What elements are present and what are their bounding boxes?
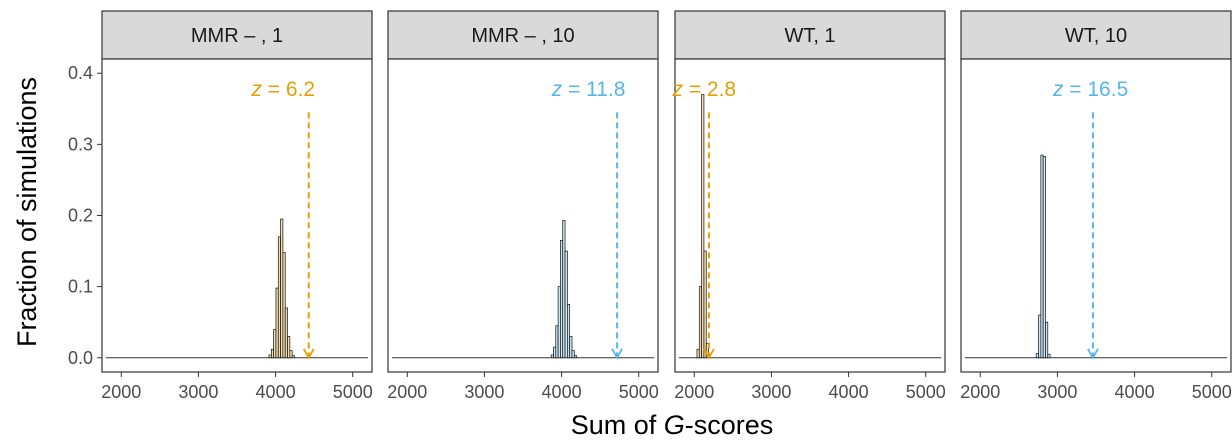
x-tick-label: 5000 (619, 382, 659, 402)
histogram-bar (1042, 156, 1046, 359)
panel-border (960, 58, 1232, 373)
x-tick-label: 2000 (960, 382, 1000, 402)
z-score-label: z = 2.8 (671, 78, 736, 101)
facet-strip (960, 10, 1232, 60)
histogram-bar (705, 343, 709, 359)
histogram-bar (567, 304, 571, 359)
histogram-bar (289, 350, 293, 359)
z-symbol: z (671, 78, 683, 101)
x-tick-label: 3000 (464, 382, 504, 402)
facet-panel: MMR – , 10 z = 11.8 2000 3000 4000 5000 (387, 10, 659, 402)
y-tick-label: 0.4 (68, 63, 93, 83)
z-symbol: z (551, 78, 563, 101)
z-score-label: z = 6.2 (250, 78, 315, 101)
histogram-bar (569, 336, 573, 359)
y-axis: 0.0 0.1 0.2 0.3 0.4 (68, 63, 102, 368)
facet-panel: WT, 10 z = 16.5 2000 3000 4000 5000 (960, 10, 1232, 402)
z-score-label: z = 16.5 (1052, 78, 1128, 101)
histogram-bar (287, 336, 291, 359)
arrow-head (1087, 348, 1099, 360)
histogram-bar (284, 307, 288, 359)
z-value: = 16.5 (1063, 78, 1128, 101)
y-axis-title: Fraction of simulations (12, 77, 42, 347)
x-tick-label: 3000 (1037, 382, 1077, 402)
facet-strip (387, 10, 659, 60)
y-tick-label: 0.1 (68, 277, 93, 297)
arrow-head (302, 348, 315, 360)
arrow-head (611, 348, 623, 360)
facet-strip-label: WT, 1 (784, 25, 835, 47)
panel-border (674, 58, 946, 373)
facet-strip-label: WT, 10 (1065, 25, 1127, 47)
facet-strip-label: MMR – , 10 (471, 25, 574, 47)
histogram-bar (1047, 353, 1051, 359)
arrow-head (703, 348, 715, 360)
histogram-bar (701, 94, 705, 359)
y-tick-label: 0.0 (68, 348, 93, 368)
z-value: = 11.8 (562, 78, 625, 101)
x-tick-label: 4000 (256, 382, 296, 402)
histogram-bar (1045, 321, 1049, 359)
z-symbol: z (1052, 78, 1064, 101)
z-score-label: z = 11.8 (551, 78, 626, 101)
x-tick-label: 2000 (387, 382, 427, 402)
z-value: = 6.2 (262, 78, 315, 101)
x-axis-title: Sum of G-scores (571, 410, 774, 440)
x-axis-title-suffix: -scores (685, 410, 774, 440)
x-tick-label: 5000 (1192, 382, 1232, 402)
panel-border (387, 58, 659, 373)
x-tick-label: 3000 (751, 382, 791, 402)
histogram-bar (573, 355, 577, 359)
x-tick-label: 3000 (178, 382, 218, 402)
x-tick-label: 4000 (829, 382, 869, 402)
z-value: = 2.8 (683, 78, 736, 101)
histogram-bar (282, 252, 286, 359)
x-axis-title-prefix: Sum of (571, 410, 664, 440)
x-tick-label: 2000 (674, 382, 714, 402)
x-tick-label: 2000 (101, 382, 141, 402)
x-tick-label: 5000 (333, 382, 373, 402)
z-symbol: z (250, 78, 262, 101)
histogram-bar (291, 355, 295, 359)
histogram-bar (703, 250, 707, 359)
x-tick-label: 4000 (542, 382, 582, 402)
x-tick-label: 5000 (906, 382, 946, 402)
y-tick-label: 0.3 (68, 134, 93, 154)
x-axis-title-italic: G (664, 410, 685, 440)
facet-panel: WT, 1 z = 2.8 2000 3000 4000 5000 (671, 10, 946, 402)
panel-border (101, 58, 373, 373)
y-tick-label: 0.2 (68, 206, 93, 226)
histogram-bar (571, 350, 575, 359)
facet-strip-label: MMR – , 1 (191, 25, 283, 47)
x-tick-label: 4000 (1115, 382, 1155, 402)
facet-panel: MMR – , 1 z = 6.2 2000 3000 4000 5000 (101, 10, 373, 402)
facet-strip (101, 10, 373, 60)
facet-strip (674, 10, 946, 60)
